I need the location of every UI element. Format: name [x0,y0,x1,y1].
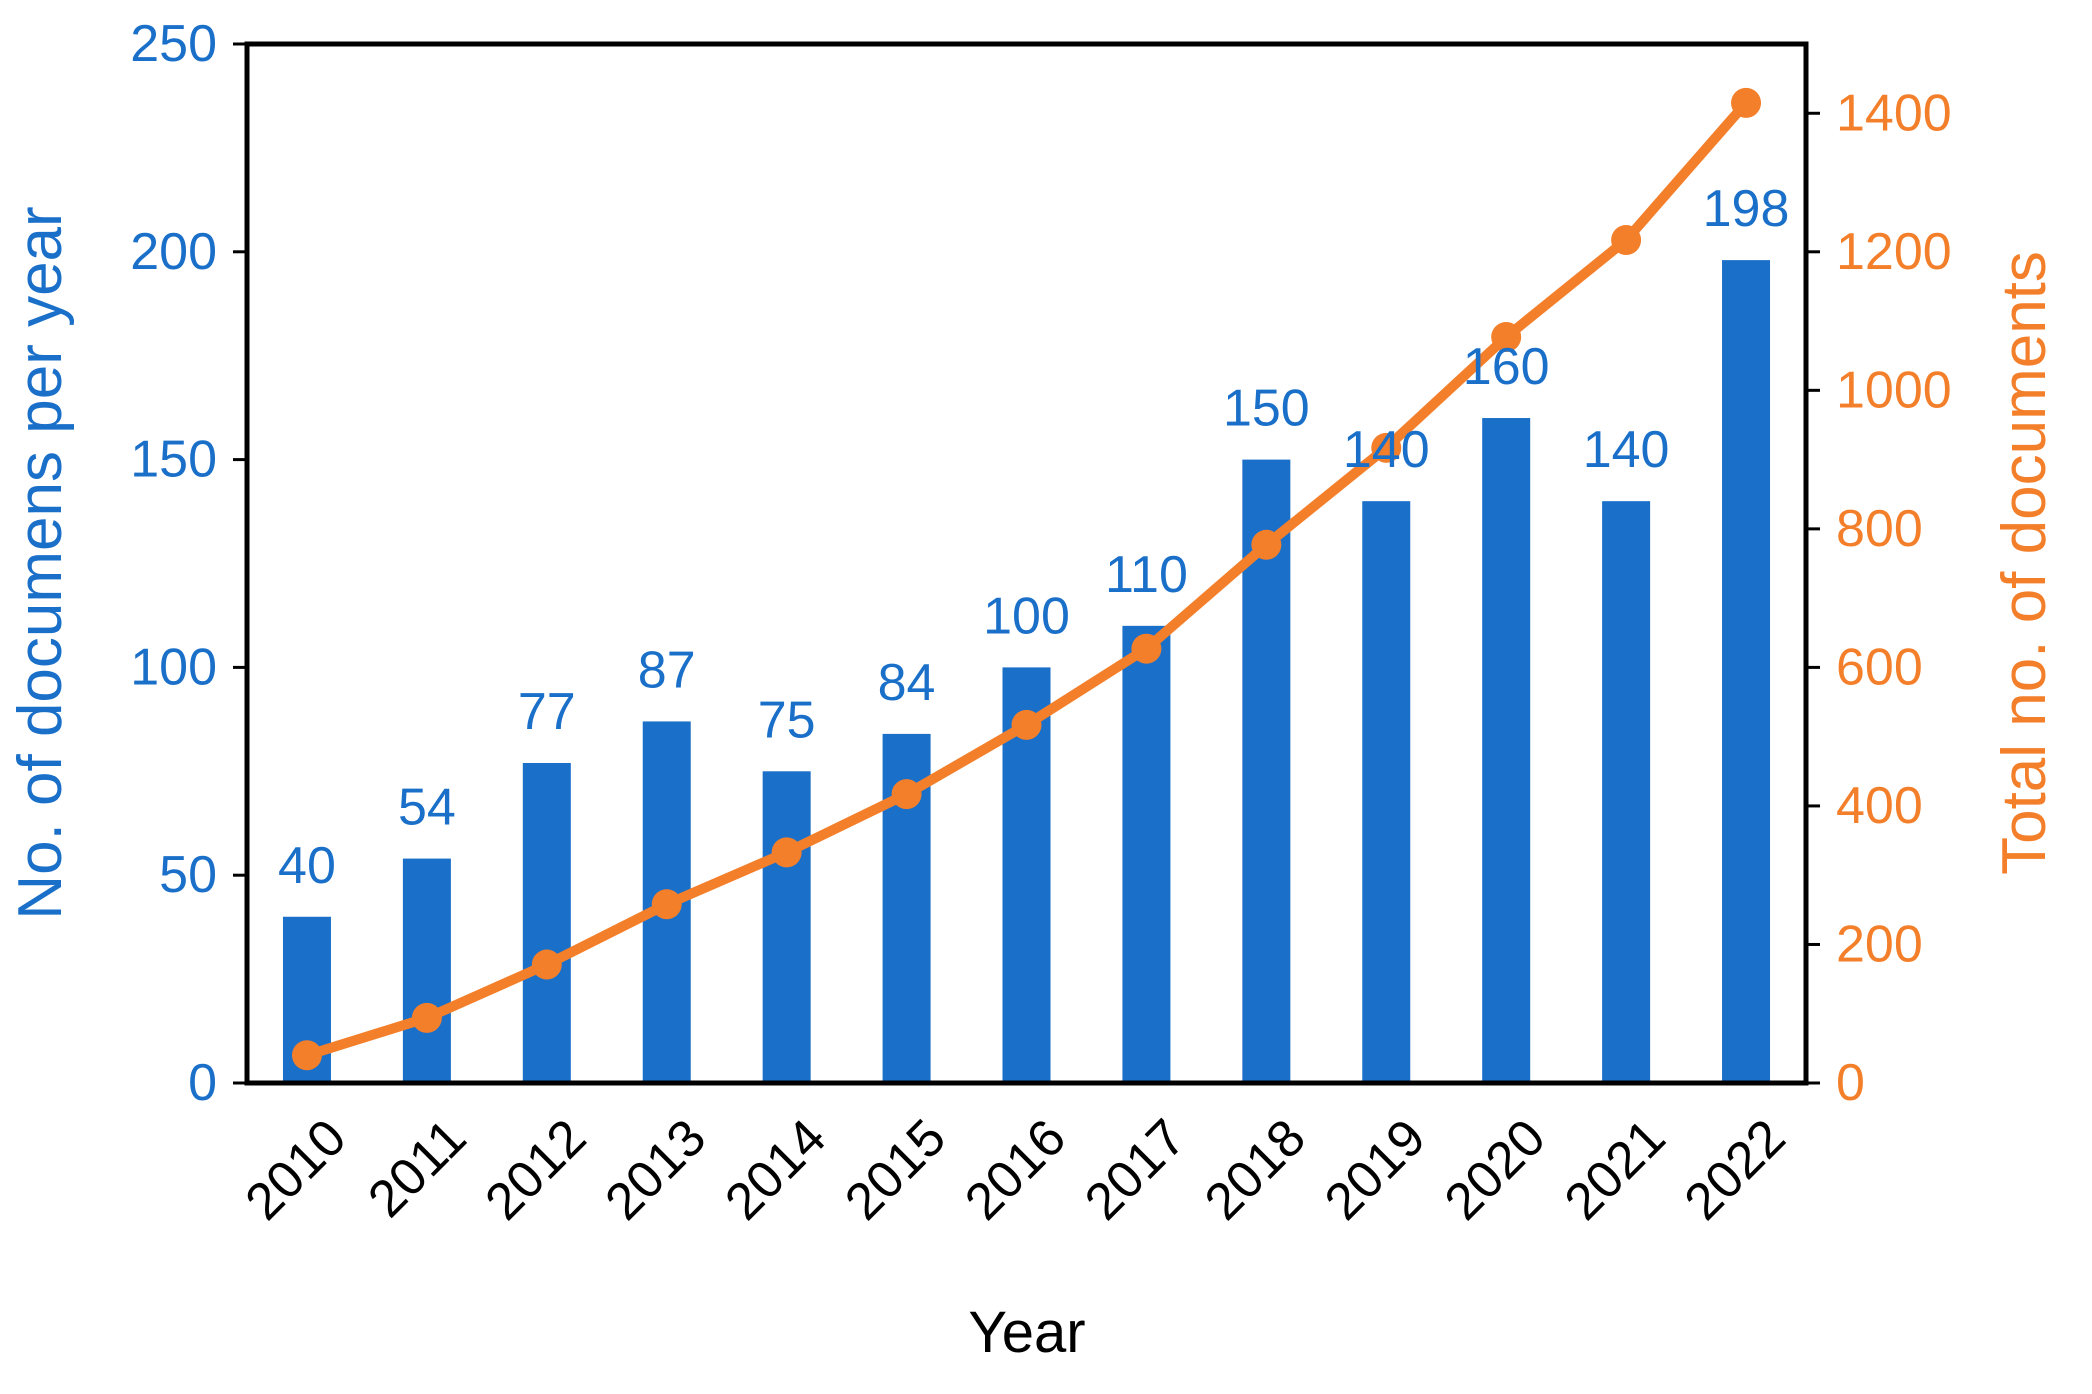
data-label-2021: 140 [1583,421,1670,479]
plot-border [244,41,1809,1086]
line-point-2017 [1131,633,1162,664]
data-label-2020: 160 [1463,338,1550,396]
x-tick-label-2019: 2019 [1314,1108,1437,1231]
line-point-2018 [1251,529,1282,560]
data-label-2015: 84 [878,654,936,712]
right-axis-ticks: 0 200 400 600 800 1000 1200 1400 [1806,84,1952,1112]
x-tick-label-2016: 2016 [954,1108,1077,1231]
bar-series [282,260,1771,1084]
x-axis-title: Year [968,1300,1085,1365]
bar-data-labels: 40 54 77 87 75 84 100 110 150 140 160 140 198 [278,180,1789,895]
right-tick-label-1200: 1200 [1836,223,1952,281]
left-tick-label-50: 50 [159,846,217,904]
data-label-2018: 150 [1223,380,1310,438]
left-tick-label-0: 0 [188,1054,217,1112]
line-point-2015 [891,779,922,810]
right-tick-label-800: 800 [1836,500,1923,558]
data-label-2011: 54 [398,779,456,837]
left-tick-label-100: 100 [130,638,217,696]
x-tick-label-2015: 2015 [834,1108,957,1231]
left-tick-label-150: 150 [130,431,217,489]
left-tick-label-250: 250 [130,15,217,73]
data-label-2017: 110 [1105,546,1188,604]
line-point-2010 [291,1040,322,1071]
data-label-2010: 40 [278,837,336,895]
x-tick-label-2010: 2010 [235,1108,358,1231]
line-point-2021 [1611,225,1642,256]
bar-2021 [1602,501,1651,1083]
data-label-2013: 87 [638,641,696,699]
data-label-2022: 198 [1703,180,1790,238]
x-tick-label-2011: 2011 [357,1108,477,1228]
x-tick-label-2017: 2017 [1074,1108,1197,1231]
line-point-2019 [1371,432,1402,463]
right-tick-label-1400: 1400 [1836,84,1952,142]
left-axis-ticks: 0 50 100 150 200 250 [130,15,247,1112]
bar-2019 [1362,501,1411,1083]
x-tick-label-2020: 2020 [1434,1108,1557,1231]
data-label-2014: 75 [758,691,816,749]
data-label-2016: 100 [983,587,1070,645]
left-axis-title: No. of documens per year [6,206,75,919]
x-tick-label-2021: 2021 [1554,1108,1677,1231]
line-series [291,87,1762,1071]
bar-2012 [522,762,571,1083]
line-point-2020 [1491,321,1522,352]
left-tick-label-200: 200 [130,223,217,281]
bar-2011 [402,858,451,1083]
x-tick-label-2014: 2014 [714,1108,837,1231]
x-tick-label-2018: 2018 [1194,1108,1317,1231]
right-tick-label-1000: 1000 [1836,361,1952,419]
line-point-2011 [411,1002,442,1033]
right-tick-label-400: 400 [1836,777,1923,835]
data-label-2012: 77 [518,683,576,741]
x-tick-label-2012: 2012 [474,1108,597,1231]
bar-2022 [1722,260,1771,1083]
data-label-2019: 140 [1343,421,1430,479]
x-tick-label-2022: 2022 [1674,1108,1797,1231]
x-axis-categories: 2010 201120122013201420152016201720182019… [235,1108,1797,1231]
bar-2020 [1482,418,1531,1083]
line-point-2016 [1011,709,1042,740]
right-tick-label-0: 0 [1836,1054,1865,1112]
line-point-2012 [531,949,562,980]
bar-2014 [762,771,811,1083]
right-tick-label-600: 600 [1836,638,1923,696]
plot-frame [244,41,1809,1086]
line-point-2014 [771,837,802,868]
line-point-2022 [1731,87,1762,118]
right-tick-label-200: 200 [1836,915,1923,973]
right-axis-title: Total no. of documents [1990,251,2059,875]
bar-2017 [1122,625,1171,1083]
line-point-2013 [651,889,682,920]
x-tick-label-2013: 2013 [594,1108,717,1231]
